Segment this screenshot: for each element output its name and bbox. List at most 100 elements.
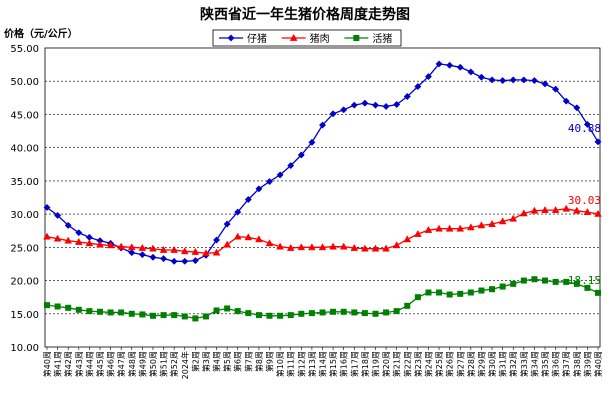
data-point	[213, 307, 220, 314]
x-tick-label: 第13周	[307, 351, 317, 377]
data-point	[353, 35, 360, 41]
x-tick-label: 第3周	[201, 351, 211, 372]
data-point	[361, 99, 369, 107]
end-labels: 40.88 30.03 18.15	[568, 122, 601, 287]
data-point	[128, 310, 135, 317]
x-tick-label: 第5周	[222, 351, 232, 372]
data-point	[562, 97, 570, 105]
data-point	[212, 236, 221, 244]
data-point	[372, 310, 379, 317]
data-point	[499, 283, 506, 290]
data-point	[425, 289, 432, 296]
data-point	[594, 138, 602, 146]
data-point	[234, 208, 242, 216]
data-point	[541, 80, 549, 88]
y-tick-label: 25.00	[10, 243, 39, 254]
series-3	[44, 276, 601, 322]
data-point	[371, 244, 380, 252]
x-tick-label: 第14周	[318, 351, 328, 377]
x-tick-label: 第12周	[296, 351, 306, 377]
data-point	[595, 289, 601, 296]
data-point	[96, 308, 103, 315]
data-point	[339, 242, 348, 250]
y-tick-label: 50.00	[10, 77, 39, 88]
x-tick-label: 第42周	[63, 351, 73, 377]
data-point	[477, 221, 486, 229]
series-1	[43, 60, 602, 265]
data-point	[64, 221, 72, 229]
data-point	[181, 313, 188, 320]
data-point	[127, 243, 136, 251]
data-point	[160, 255, 168, 263]
data-point	[583, 120, 591, 128]
x-tick-label: 第44周	[84, 351, 94, 377]
x-tick-label: 第29周	[476, 351, 486, 377]
data-point	[541, 206, 549, 213]
data-point	[96, 240, 104, 248]
x-tick-label: 第43周	[74, 351, 84, 377]
data-point	[403, 92, 411, 101]
data-point	[276, 171, 284, 179]
data-point	[128, 249, 136, 257]
data-point	[583, 207, 592, 215]
data-point	[371, 101, 380, 109]
data-point	[75, 306, 82, 313]
data-point	[382, 102, 390, 111]
data-point	[308, 138, 316, 146]
data-point	[551, 206, 560, 213]
data-point	[477, 73, 485, 81]
data-point	[424, 225, 433, 233]
plot-border	[44, 47, 601, 348]
data-point	[65, 304, 72, 311]
data-point	[85, 239, 94, 247]
data-point	[86, 308, 93, 315]
data-point	[520, 76, 528, 84]
x-tick-label: 第9周	[265, 351, 275, 372]
data-point	[478, 287, 485, 294]
x-tick-label: 第23周	[413, 351, 423, 377]
data-point	[509, 214, 518, 222]
x-tick-label: 第15周	[328, 351, 338, 377]
data-point	[489, 286, 496, 293]
y-axis-ticks: 10.00 15.00 20.00 25.00 30.00 35.00 40.00 45.00…	[10, 44, 39, 354]
x-tick-label: 第16周	[339, 351, 349, 377]
data-point	[276, 242, 284, 250]
data-point	[223, 240, 231, 248]
data-point	[594, 209, 602, 217]
legend-label: 猪肉	[310, 32, 330, 45]
x-tick-label: 第32周	[508, 351, 518, 377]
data-point	[181, 257, 189, 265]
x-tick-label: 第24周	[423, 351, 433, 377]
data-point	[393, 308, 400, 315]
data-point	[149, 244, 157, 252]
data-point	[227, 34, 235, 42]
data-point	[255, 185, 263, 193]
data-point	[286, 243, 295, 251]
data-point	[542, 277, 549, 284]
data-point	[361, 244, 369, 252]
data-point	[445, 224, 454, 232]
data-point	[139, 311, 146, 318]
data-point	[149, 253, 157, 261]
legend-label: 活猪	[372, 33, 392, 45]
legend-label: 仔猪	[247, 33, 267, 45]
gridlines	[45, 80, 600, 315]
data-point	[446, 291, 453, 298]
data-point	[552, 278, 559, 285]
data-point	[340, 308, 347, 315]
data-point	[170, 257, 178, 265]
data-point	[403, 235, 412, 243]
data-point	[510, 280, 517, 287]
x-tick-label: 第41周	[53, 351, 63, 377]
data-point	[340, 106, 348, 114]
data-point	[456, 224, 465, 232]
legend: 仔猪 猪肉 活猪	[212, 29, 402, 47]
data-point	[171, 312, 178, 319]
plot-frame	[44, 47, 601, 348]
data-point	[170, 245, 178, 253]
x-tick-label: 第50周	[148, 351, 158, 377]
x-tick-label: 第20周	[381, 351, 391, 377]
x-tick-label: 第39周	[582, 351, 592, 377]
